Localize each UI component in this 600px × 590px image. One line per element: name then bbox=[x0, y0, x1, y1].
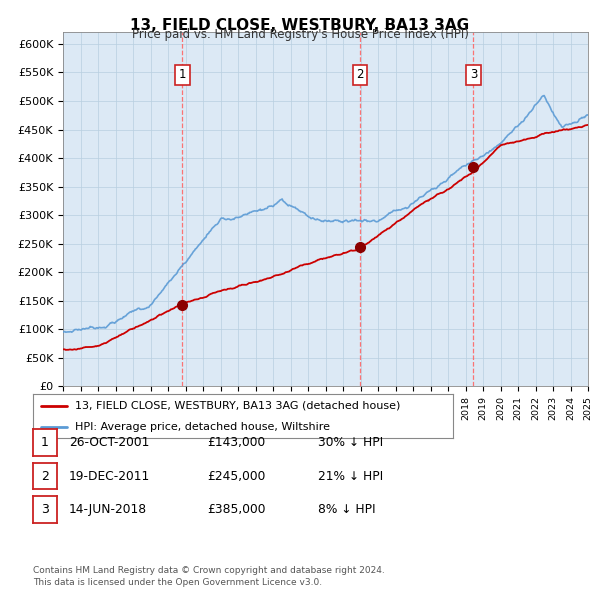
Text: 30% ↓ HPI: 30% ↓ HPI bbox=[318, 436, 383, 449]
Text: 2: 2 bbox=[41, 470, 49, 483]
Text: 3: 3 bbox=[41, 503, 49, 516]
Text: 21% ↓ HPI: 21% ↓ HPI bbox=[318, 470, 383, 483]
Text: Price paid vs. HM Land Registry's House Price Index (HPI): Price paid vs. HM Land Registry's House … bbox=[131, 28, 469, 41]
Text: 26-OCT-2001: 26-OCT-2001 bbox=[69, 436, 149, 449]
Text: £245,000: £245,000 bbox=[207, 470, 265, 483]
Text: 13, FIELD CLOSE, WESTBURY, BA13 3AG (detached house): 13, FIELD CLOSE, WESTBURY, BA13 3AG (det… bbox=[75, 401, 400, 411]
Text: 1: 1 bbox=[41, 436, 49, 449]
Text: £143,000: £143,000 bbox=[207, 436, 265, 449]
Text: 8% ↓ HPI: 8% ↓ HPI bbox=[318, 503, 376, 516]
Text: 1: 1 bbox=[179, 68, 186, 81]
Text: 13, FIELD CLOSE, WESTBURY, BA13 3AG: 13, FIELD CLOSE, WESTBURY, BA13 3AG bbox=[130, 18, 470, 32]
Text: Contains HM Land Registry data © Crown copyright and database right 2024.
This d: Contains HM Land Registry data © Crown c… bbox=[33, 566, 385, 587]
Text: 19-DEC-2011: 19-DEC-2011 bbox=[69, 470, 150, 483]
Text: £385,000: £385,000 bbox=[207, 503, 265, 516]
Text: 3: 3 bbox=[470, 68, 477, 81]
Text: 2: 2 bbox=[356, 68, 364, 81]
Text: HPI: Average price, detached house, Wiltshire: HPI: Average price, detached house, Wilt… bbox=[75, 422, 330, 432]
Text: 14-JUN-2018: 14-JUN-2018 bbox=[69, 503, 147, 516]
